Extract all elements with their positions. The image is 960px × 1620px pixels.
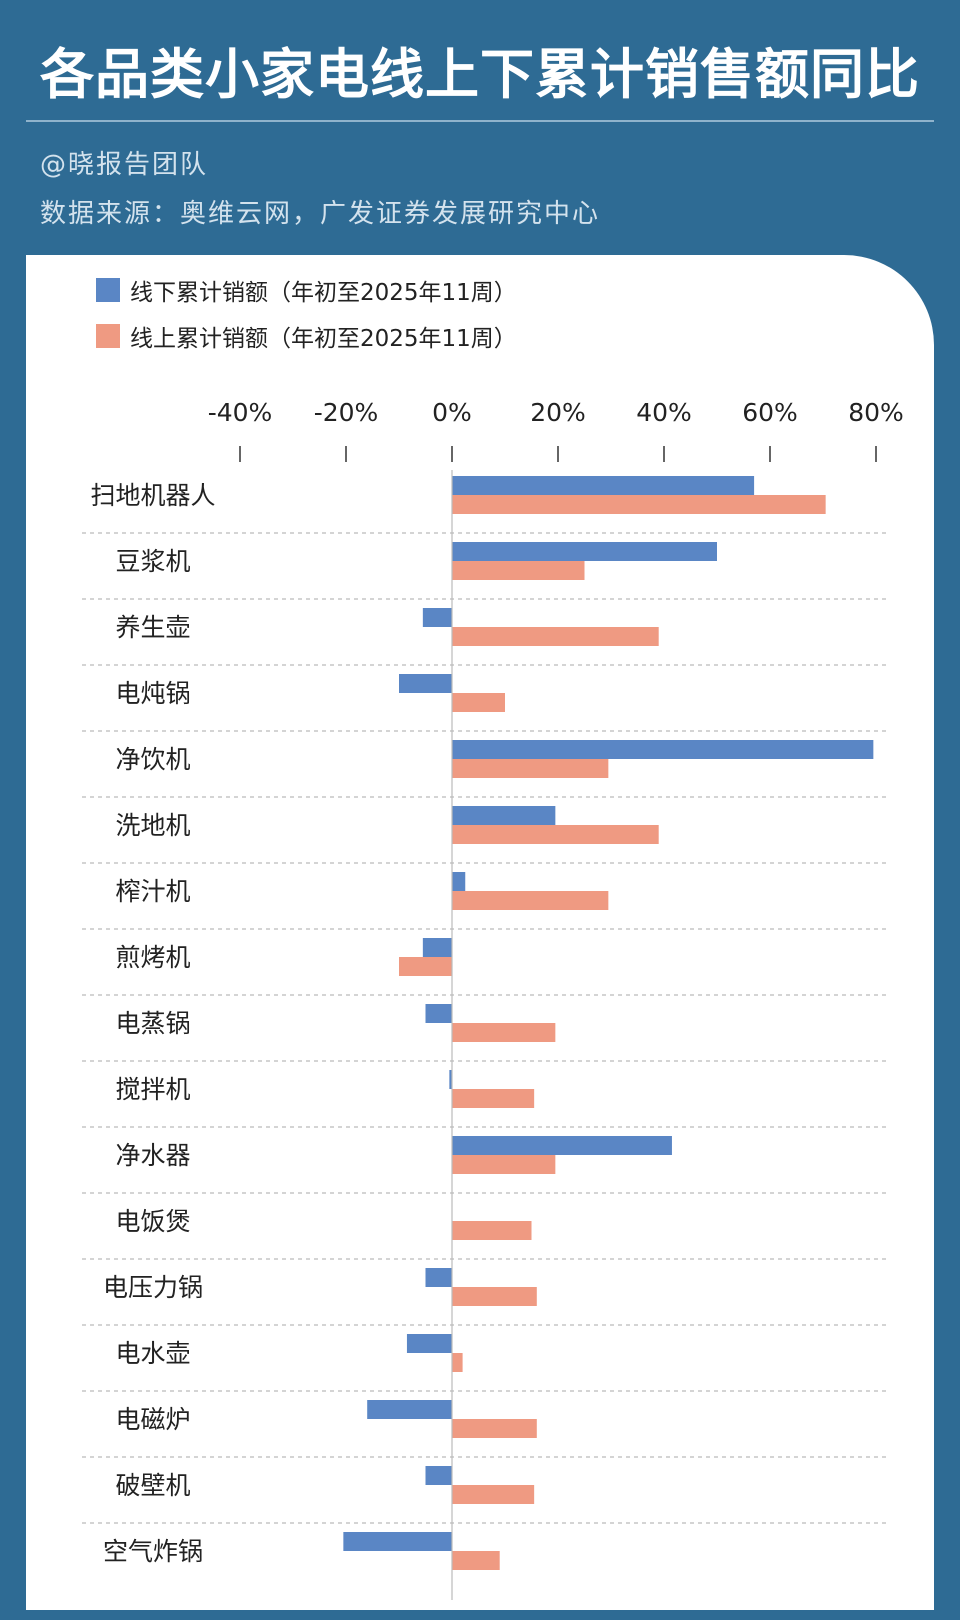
offline-bar [452, 1136, 672, 1155]
offline-bar [452, 542, 717, 561]
category-label: 养生壶 [115, 613, 190, 642]
legend-swatch-online [96, 324, 120, 348]
category-label: 搅拌机 [115, 1075, 190, 1104]
x-tick-label: 20% [530, 398, 586, 427]
x-tick-label: 60% [742, 398, 798, 427]
offline-bar [422, 938, 452, 957]
offline-bar [399, 674, 452, 693]
offline-bar [425, 1004, 452, 1023]
online-bar [452, 693, 505, 712]
category-label: 电炖锅 [115, 679, 190, 708]
author-credit: @晓报告团队 [40, 150, 209, 180]
online-bar [452, 1353, 463, 1372]
category-label: 破壁机 [115, 1471, 190, 1500]
category-label: 电磁炉 [115, 1405, 190, 1434]
offline-bar [343, 1532, 452, 1551]
title-divider [26, 120, 934, 122]
chart-title: 各品类小家电线上下累计销售额同比 [40, 43, 920, 106]
x-tick-label: 80% [848, 398, 904, 427]
offline-bar [406, 1334, 452, 1353]
online-bar [452, 891, 609, 910]
category-label: 电蒸锅 [115, 1009, 190, 1038]
online-bar [452, 1551, 500, 1570]
online-bar [452, 1485, 535, 1504]
offline-bar [452, 740, 874, 759]
online-bar [452, 627, 659, 646]
offline-bar [452, 872, 466, 891]
category-label: 空气炸锅 [103, 1537, 203, 1566]
category-label: 洗地机 [115, 811, 190, 840]
data-source: 数据来源：奥维云网，广发证券发展研究中心 [40, 199, 601, 229]
legend-swatch-offline [96, 278, 120, 302]
online-bar [399, 957, 452, 976]
legend-label-online: 线上累计销额（年初至2025年11周） [130, 326, 517, 352]
online-bar [452, 1287, 537, 1306]
x-tick-label: -20% [314, 398, 379, 427]
category-label: 豆浆机 [115, 547, 190, 576]
online-bar [452, 1155, 556, 1174]
offline-bar [452, 476, 755, 495]
category-label: 扫地机器人 [90, 481, 215, 510]
offline-bar [449, 1070, 452, 1089]
category-label: 电水壶 [115, 1339, 190, 1368]
online-bar [452, 1089, 535, 1108]
legend-label-offline: 线下累计销额（年初至2025年11周） [130, 280, 517, 306]
chart-card: 线下累计销额（年初至2025年11周） 线上累计销额（年初至2025年11周） [26, 255, 934, 1610]
online-bar [452, 759, 609, 778]
category-label: 净水器 [115, 1141, 190, 1170]
category-label: 榨汁机 [115, 877, 190, 906]
x-tick-label: -40% [208, 398, 273, 427]
offline-bar [425, 1268, 452, 1287]
online-bar [452, 1221, 532, 1240]
x-tick-label: 0% [432, 398, 472, 427]
online-bar [452, 1419, 537, 1438]
offline-bar [422, 608, 452, 627]
category-label: 电饭煲 [115, 1207, 190, 1236]
legend-item-online: 线上累计销额（年初至2025年11周） [96, 321, 517, 352]
online-bar [452, 495, 826, 514]
offline-bar [367, 1400, 452, 1419]
online-bar [452, 1023, 556, 1042]
online-bar [452, 561, 585, 580]
x-tick-label: 40% [636, 398, 692, 427]
category-label: 电压力锅 [103, 1273, 203, 1302]
offline-bar [452, 806, 556, 825]
online-bar [452, 825, 659, 844]
category-label: 净饮机 [115, 745, 190, 774]
offline-bar [425, 1466, 452, 1485]
category-label: 煎烤机 [115, 943, 190, 972]
legend-item-offline: 线下累计销额（年初至2025年11周） [96, 275, 517, 306]
